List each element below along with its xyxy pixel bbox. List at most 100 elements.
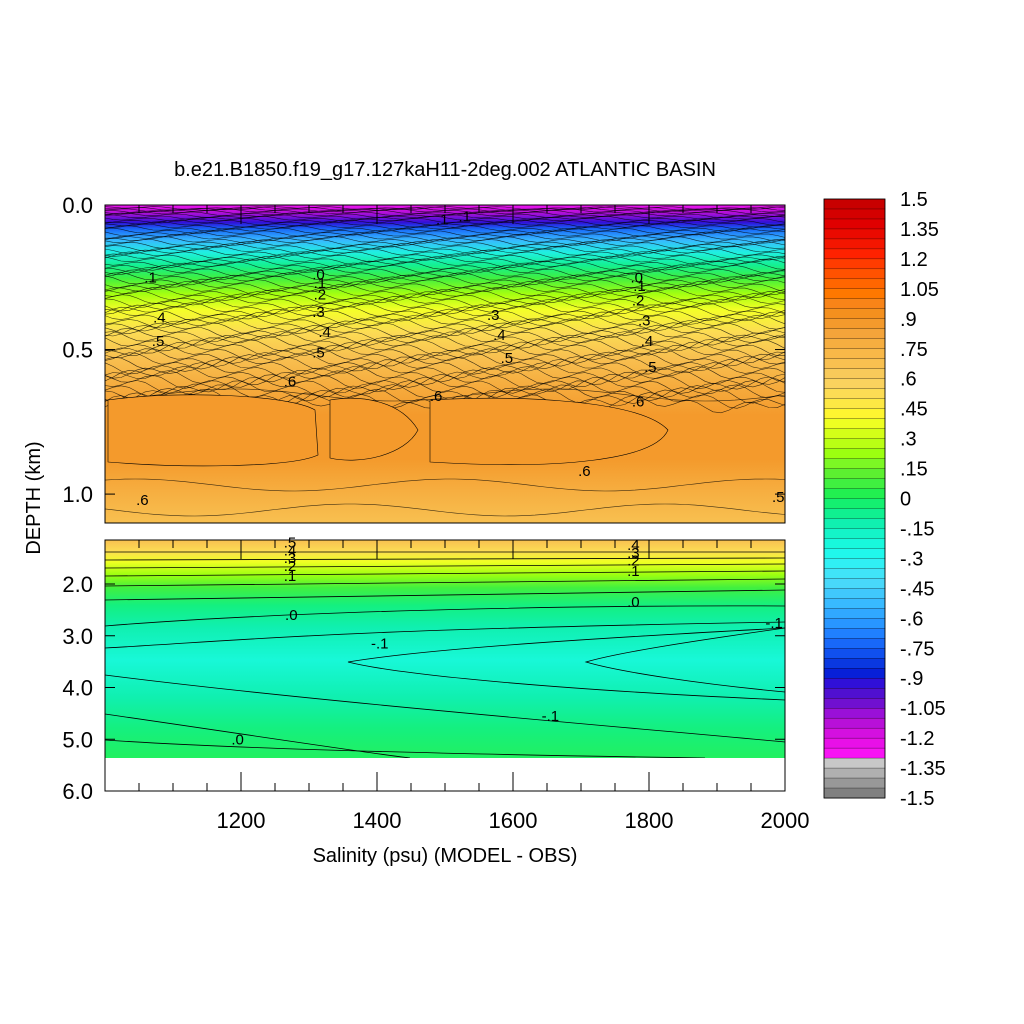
colorbar-label: -.45 (900, 578, 934, 600)
colorbar-label: -1.35 (900, 758, 946, 780)
upper-contour-line (105, 365, 785, 383)
y-tick-label: 2.0 (62, 572, 93, 597)
contour-label: .3 (284, 550, 297, 567)
colorbar-swatch (823, 478, 886, 489)
colorbar-swatch (823, 737, 886, 749)
contour-label: .3 (312, 304, 325, 321)
colorbar-swatch (823, 747, 886, 759)
upper-contour-line (105, 215, 785, 222)
contour-label: .4 (493, 327, 506, 344)
upper-contour-labels: .1 .4 .5 .6 .6 .6 .6 .6 .5 .3 .4 .5 .3 .4 .5 .3 .4 .5 .2 .2… (136, 209, 784, 509)
contour-label: .5 (501, 350, 514, 367)
y-tick-label: 0.0 (62, 193, 93, 218)
colorbar-swatch (823, 787, 886, 799)
upper-contour-line (105, 503, 785, 517)
colorbar-swatch (823, 458, 886, 470)
core-contour-right (429, 398, 669, 465)
upper-contour-line (105, 214, 785, 220)
upper-contour-line (105, 373, 785, 390)
colorbar-label: -.15 (900, 518, 934, 540)
upper-contour-line (105, 275, 785, 286)
upper-contour-line (105, 384, 785, 402)
contour-label: .6 (578, 463, 591, 480)
y-tick-label: 3.0 (62, 624, 93, 649)
upper-panel-contours (105, 206, 785, 517)
upper-contour-line (105, 248, 785, 257)
colorbar-swatch (823, 618, 886, 629)
upper-contour-line (105, 212, 785, 218)
colorbar-swatch (823, 658, 886, 669)
colorbar-swatch (823, 777, 886, 789)
colorbar-swatch (823, 628, 886, 639)
colorbar-swatch (823, 508, 886, 519)
upper-contour-line (105, 253, 785, 263)
colorbar-swatch (823, 498, 886, 509)
colorbar-label: .6 (900, 369, 917, 391)
upper-contour-line (105, 370, 785, 386)
colorbar-label: .3 (900, 429, 917, 451)
contour-label: .5 (772, 489, 785, 506)
colorbar-swatch (823, 638, 886, 649)
colorbar-label: 1.35 (900, 219, 939, 241)
colorbar-swatch (823, 238, 886, 250)
colorbar-label: .9 (900, 309, 917, 331)
colorbar-label: -.75 (900, 638, 934, 660)
colorbar-swatch (823, 717, 886, 729)
colorbar-swatch (823, 268, 886, 280)
colorbar-label: 1.05 (900, 279, 939, 301)
contour-label: .4 (627, 537, 640, 554)
colorbar-swatch (823, 308, 886, 320)
contour-label: .5 (312, 344, 325, 361)
colorbar-swatch (823, 548, 886, 559)
contour-label: .1 (633, 278, 646, 295)
upper-contour-line (105, 308, 785, 322)
core-contour-left (107, 394, 319, 467)
upper-contour-line (105, 231, 785, 240)
colorbar-label: -.3 (900, 548, 923, 570)
x-tick-label: 1400 (353, 808, 402, 833)
contour-label: .1 (436, 211, 449, 228)
colorbar-frame (823, 198, 886, 799)
colorbar-swatch (823, 438, 886, 450)
y-axis: 0.0 0.5 1.0 2.0 3.0 4.0 5.0 6.0 (62, 193, 785, 804)
colorbar-swatch (823, 608, 886, 619)
contour-label: .3 (638, 313, 651, 330)
colorbar-swatch (823, 358, 886, 370)
upper-contour-line (105, 348, 785, 364)
colorbar-swatch (823, 708, 886, 719)
upper-contour-line (105, 221, 785, 228)
colorbar-label: .75 (900, 339, 928, 361)
x-tick-label: 2000 (761, 808, 810, 833)
colorbar-swatch (823, 568, 886, 579)
upper-contour-line (105, 266, 785, 277)
contour-label: .0 (312, 266, 325, 283)
upper-contour-line (105, 339, 785, 352)
upper-contour-line (105, 331, 785, 346)
colorbar-label: 1.2 (900, 249, 928, 271)
contour-label: .0 (285, 607, 298, 624)
colorbar-swatch (823, 378, 886, 390)
contour-label: .4 (641, 333, 654, 350)
y-tick-label: 6.0 (62, 779, 93, 804)
contour-label: .2 (284, 558, 297, 575)
colorbar-label: -1.2 (900, 728, 934, 750)
upper-contour-line (105, 240, 785, 249)
colorbar-swatch (823, 338, 886, 350)
colorbar-label: 0 (900, 489, 911, 511)
colorbar-swatch (823, 468, 886, 479)
y-axis-label: DEPTH (km) (23, 441, 45, 554)
upper-contour-line (105, 290, 785, 301)
x-tick-label: 1800 (625, 808, 674, 833)
colorbar-swatch (823, 368, 886, 380)
upper-contour-line (105, 298, 785, 312)
colorbar-swatch (823, 688, 886, 699)
contour-label: .0 (627, 594, 640, 611)
colorbar-swatch (823, 678, 886, 689)
contour-label: .4 (153, 310, 166, 327)
colorbar-swatch (823, 648, 886, 659)
upper-contour-line (105, 362, 785, 379)
contour-label: .3 (627, 545, 640, 562)
lower-panel: .5.4.3.2.1.0.4.3.2.1.0-.1-.1-.1.0 (104, 535, 786, 792)
upper-contour-line (105, 352, 785, 367)
colorbar-swatch (823, 288, 886, 300)
